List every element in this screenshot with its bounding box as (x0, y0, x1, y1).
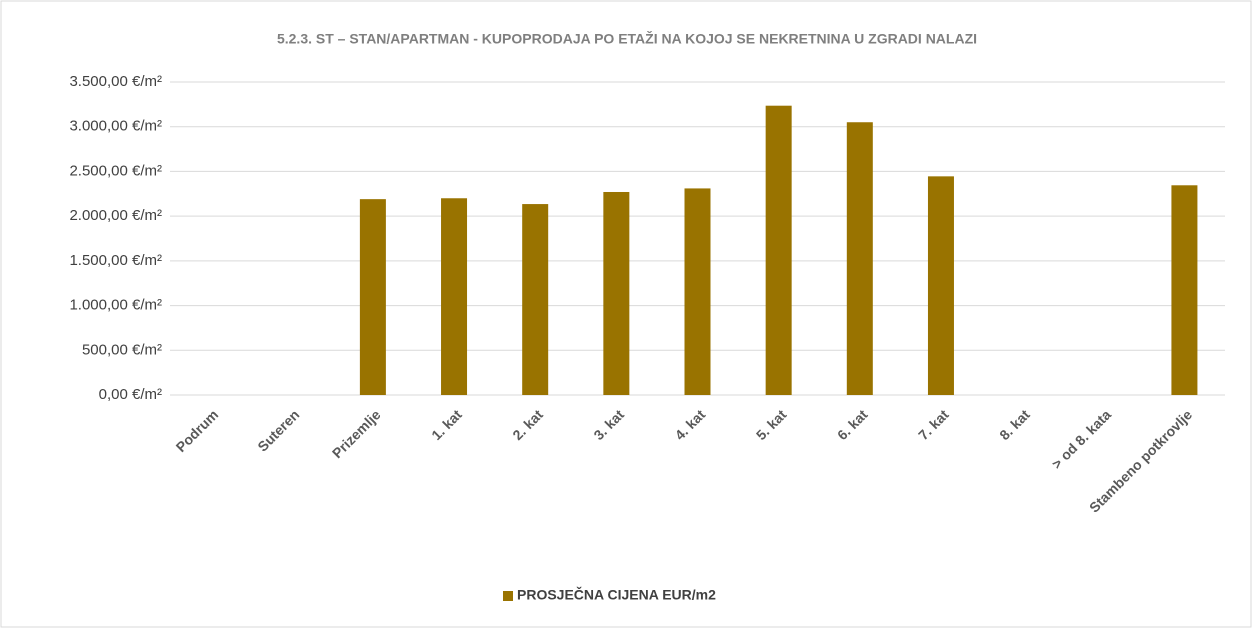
bar (603, 191, 630, 395)
y-tick-label: 0,00 €/m² (99, 386, 162, 403)
bar (441, 198, 468, 395)
legend-swatch (503, 591, 513, 601)
y-tick-label: 2.000,00 €/m² (69, 207, 162, 224)
y-tick-label: 2.500,00 €/m² (69, 162, 162, 179)
bar (765, 105, 792, 395)
y-tick-label: 500,00 €/m² (82, 341, 162, 358)
y-tick-label: 1.000,00 €/m² (69, 297, 162, 314)
bar (359, 199, 386, 395)
y-tick-label: 3.000,00 €/m² (69, 118, 162, 135)
y-tick-label: 1.500,00 €/m² (69, 252, 162, 269)
bar (846, 122, 873, 395)
bar (522, 204, 549, 395)
bar (684, 188, 711, 395)
bar (927, 176, 954, 395)
chart-title: 5.2.3. ST – STAN/APARTMAN - KUPOPRODAJA … (277, 30, 977, 47)
y-tick-label: 3.500,00 €/m² (69, 73, 162, 90)
bar (1171, 185, 1198, 395)
legend-label: PROSJEČNA CIJENA EUR/m2 (517, 586, 716, 603)
